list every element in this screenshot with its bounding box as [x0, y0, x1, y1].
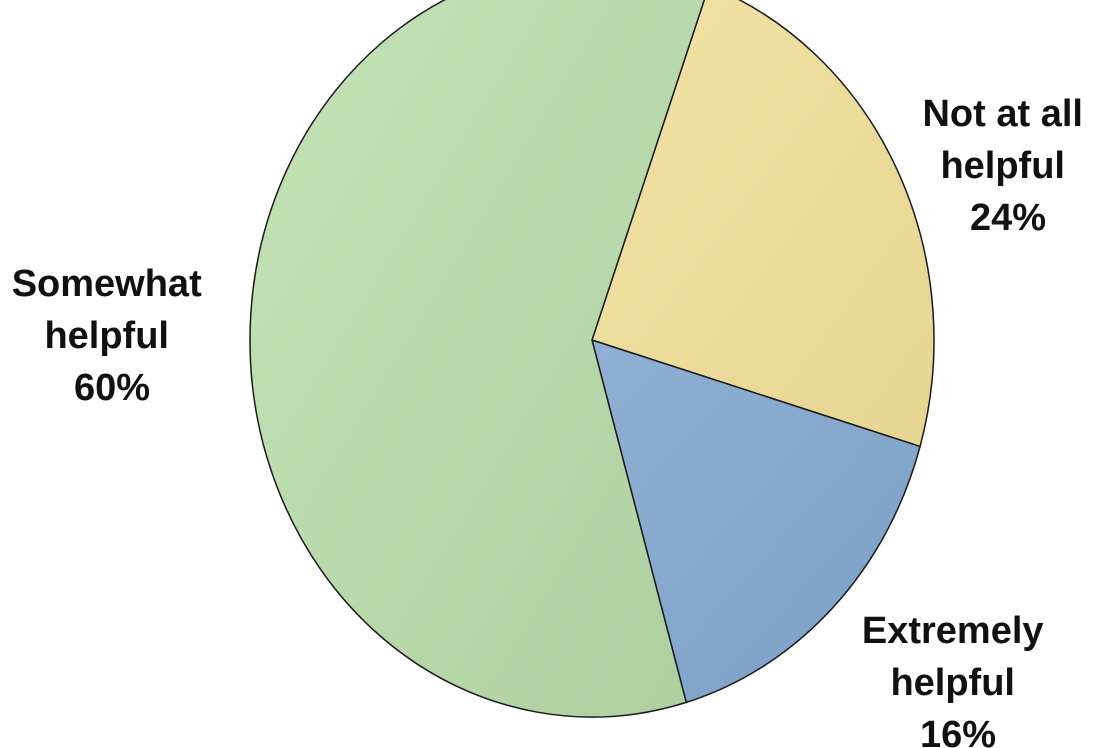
- pie-slices: [249, 0, 935, 718]
- slice-label-somewhat-helpful: Somewhat helpful 60%: [12, 263, 213, 409]
- slice-not-at-all-helpful: [591, 0, 935, 448]
- slice-label-extremely-helpful: Extremely helpful 16%: [862, 610, 1054, 748]
- slice-label-line: helpful: [940, 145, 1065, 187]
- slice-label-line: Not at all: [922, 93, 1082, 135]
- pie-labels: Not at all helpful 24% Extremely helpful…: [12, 93, 1093, 748]
- slice-extremely-helpful: [590, 338, 921, 704]
- slice-value-label: 24%: [970, 197, 1046, 239]
- slice-label-line: Somewhat: [12, 263, 202, 305]
- slice-somewhat-helpful: [249, 0, 706, 718]
- slice-label-line: Extremely: [862, 610, 1044, 652]
- slice-value-label: 60%: [74, 367, 150, 409]
- slice-label-line: helpful: [44, 315, 169, 357]
- slice-label-not-at-all-helpful: Not at all helpful 24%: [922, 93, 1093, 239]
- slice-label-line: helpful: [890, 662, 1015, 704]
- slice-value-label: 16%: [920, 714, 996, 748]
